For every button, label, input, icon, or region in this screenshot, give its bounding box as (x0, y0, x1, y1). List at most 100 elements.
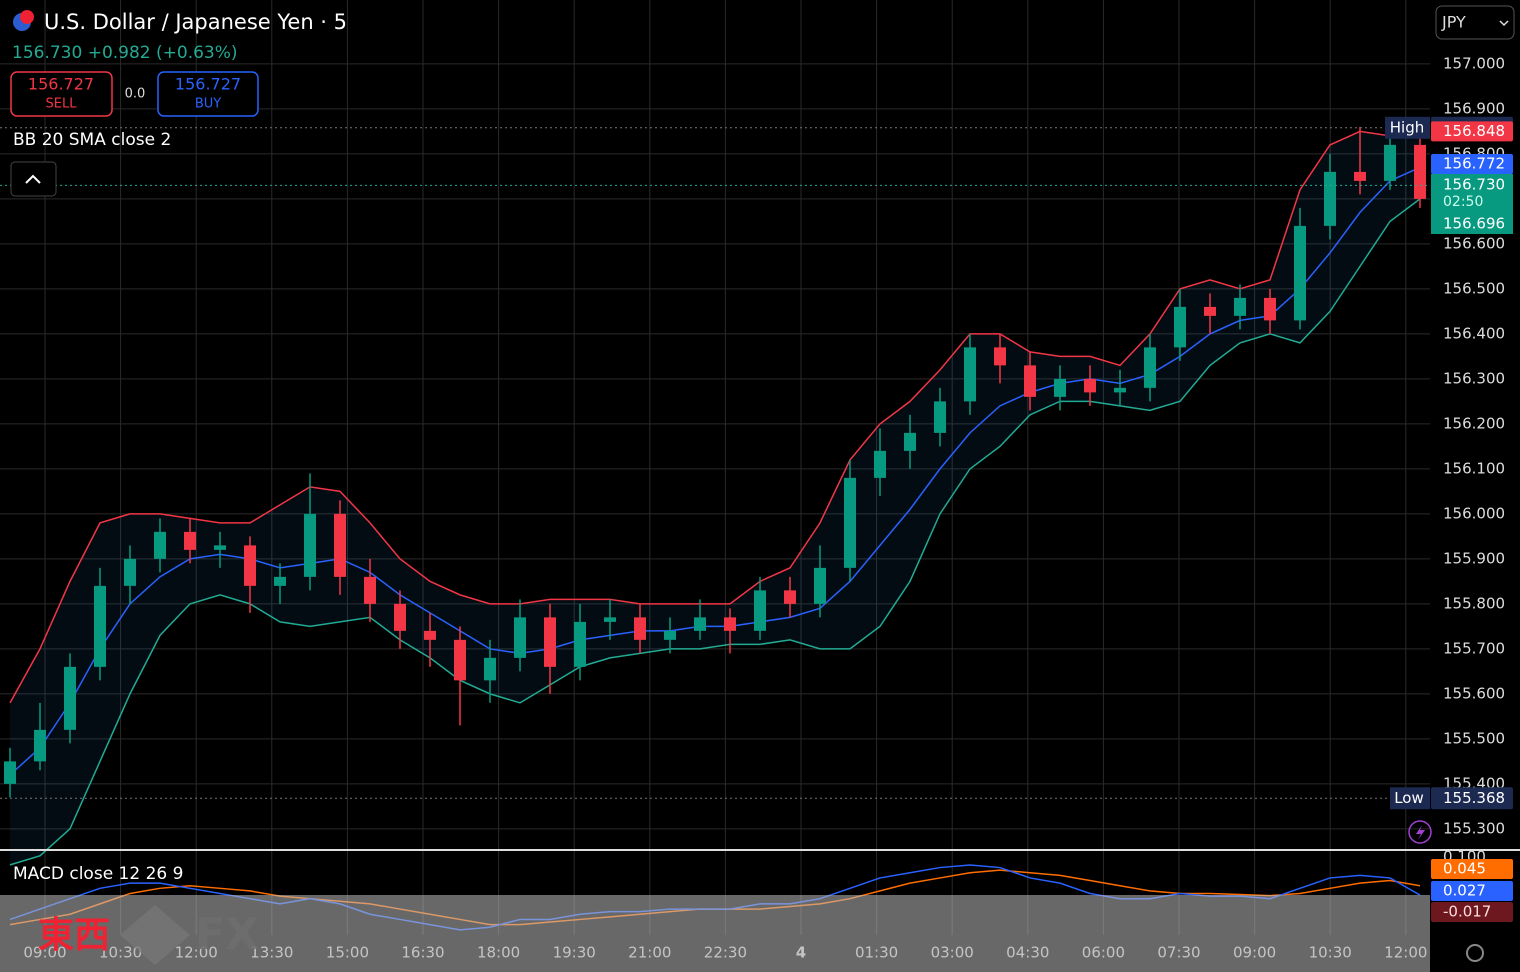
candle-body (34, 729, 46, 762)
plot (0, 126, 1430, 931)
candle-body (574, 621, 586, 667)
y-tick-label: 156.400 (1443, 324, 1505, 342)
flag-icon (20, 10, 34, 24)
quote: 156.730 +0.982 (+0.63%) (12, 43, 238, 63)
candle-body (1084, 378, 1096, 393)
candle-body (214, 545, 226, 550)
candle-body (154, 531, 166, 559)
collapse-button[interactable] (10, 161, 57, 197)
candle-body (274, 576, 286, 586)
dropdown-icon (1499, 20, 1509, 27)
lower-label: 156.696 (1443, 215, 1505, 233)
watermark-right: FX (195, 909, 259, 960)
candle-body (814, 567, 826, 604)
upper-label: 156.848 (1443, 122, 1505, 140)
watermark-band (0, 895, 1430, 972)
macd-value-label-box (1431, 881, 1513, 901)
y-tick-label: 155.800 (1443, 594, 1505, 612)
candle-body (694, 617, 706, 631)
y-tick-label: 156.000 (1443, 504, 1505, 522)
buy-label: BUY (195, 97, 221, 112)
basis-label-box (1431, 154, 1513, 174)
signal-label-box (1431, 859, 1513, 879)
y-tick-label: 156.500 (1443, 279, 1505, 297)
grid (0, 0, 1430, 935)
candle-body (334, 513, 346, 577)
low-tag: Low (1394, 789, 1424, 807)
candle-body (1354, 171, 1366, 181)
low-label: 155.368 (1443, 789, 1505, 807)
candle-body (1054, 378, 1066, 397)
low-label-box (1431, 787, 1513, 810)
candle-body (64, 666, 76, 730)
last-price: 156.730 (1443, 176, 1505, 194)
price-axis: 157.000156.900156.800156.700156.600156.5… (1385, 54, 1513, 922)
candle-body (454, 639, 466, 681)
candle-body (994, 347, 1006, 366)
candle-body (844, 477, 856, 568)
y-tick-label: 156.600 (1443, 234, 1505, 252)
alert-icon (1416, 825, 1425, 840)
candle-body (724, 617, 736, 631)
candle-body (964, 347, 976, 402)
histogram-label: -0.017 (1443, 903, 1491, 921)
band-upper (9, 130, 1421, 704)
settings-icon[interactable] (1466, 944, 1484, 962)
low-tag-box (1390, 787, 1430, 810)
overlays: U.S. Dollar / Japanese Yen · 5 156.730 +… (0, 5, 1515, 972)
symbol-title: U.S. Dollar / Japanese Yen · 5 (44, 10, 347, 34)
candle-body (904, 432, 916, 451)
histogram-label-box (1431, 902, 1513, 922)
candle-body (1204, 306, 1216, 316)
candle-body (754, 590, 766, 631)
y-tick-label: 156.200 (1443, 414, 1505, 432)
candle-body (874, 450, 886, 478)
macd-value-label: 0.027 (1443, 882, 1486, 900)
currency: JPY (1441, 13, 1466, 32)
buy-price: 156.727 (175, 75, 241, 94)
y-tick-label: 156.900 (1443, 99, 1505, 117)
countdown: 02:50 (1443, 194, 1483, 210)
y-tick-label: 156.300 (1443, 369, 1505, 387)
signal-label: 0.045 (1443, 860, 1486, 878)
y-tick-label: 155.300 (1443, 819, 1505, 837)
candle-body (634, 617, 646, 640)
alert-icon[interactable] (1408, 820, 1432, 844)
y-tick-label: 157.000 (1443, 54, 1505, 72)
watermark-left: 東西 (38, 915, 110, 956)
candle-body (124, 558, 136, 586)
candle-body (424, 630, 436, 640)
candle-body (1294, 225, 1306, 321)
y-tick-label: 155.700 (1443, 639, 1505, 657)
currency-select[interactable] (1435, 5, 1515, 40)
chevron-icon (25, 174, 41, 184)
last-box (1431, 174, 1513, 234)
candle-body (394, 603, 406, 631)
candle-body (364, 576, 376, 604)
candle-body (934, 401, 946, 433)
high-tag: High (1390, 118, 1424, 136)
candle-body (1024, 365, 1036, 397)
candle-body (1414, 144, 1426, 199)
buy-button[interactable] (157, 71, 259, 117)
candle-body (1174, 306, 1186, 348)
candle-body (184, 531, 196, 550)
candle-body (4, 761, 16, 784)
y-tick-label: 155.600 (1443, 684, 1505, 702)
candle-body (1144, 347, 1156, 388)
candle-body (304, 513, 316, 577)
sell-price: 156.727 (28, 75, 94, 94)
macd-label[interactable]: MACD close 12 26 9 (13, 864, 183, 884)
sell-button[interactable] (10, 71, 113, 117)
upper-label-box (1431, 121, 1513, 142)
y-tick-label: 155.500 (1443, 729, 1505, 747)
indicator-label[interactable]: BB 20 SMA close 2 (13, 130, 171, 150)
spread: 0.0 (125, 87, 146, 102)
high-tag-box (1385, 116, 1430, 139)
candle-body (1264, 297, 1276, 321)
candle-body (544, 617, 556, 667)
y-tick-label: 156.100 (1443, 459, 1505, 477)
y-tick-label: 155.900 (1443, 549, 1505, 567)
basis-label: 156.772 (1443, 155, 1505, 173)
